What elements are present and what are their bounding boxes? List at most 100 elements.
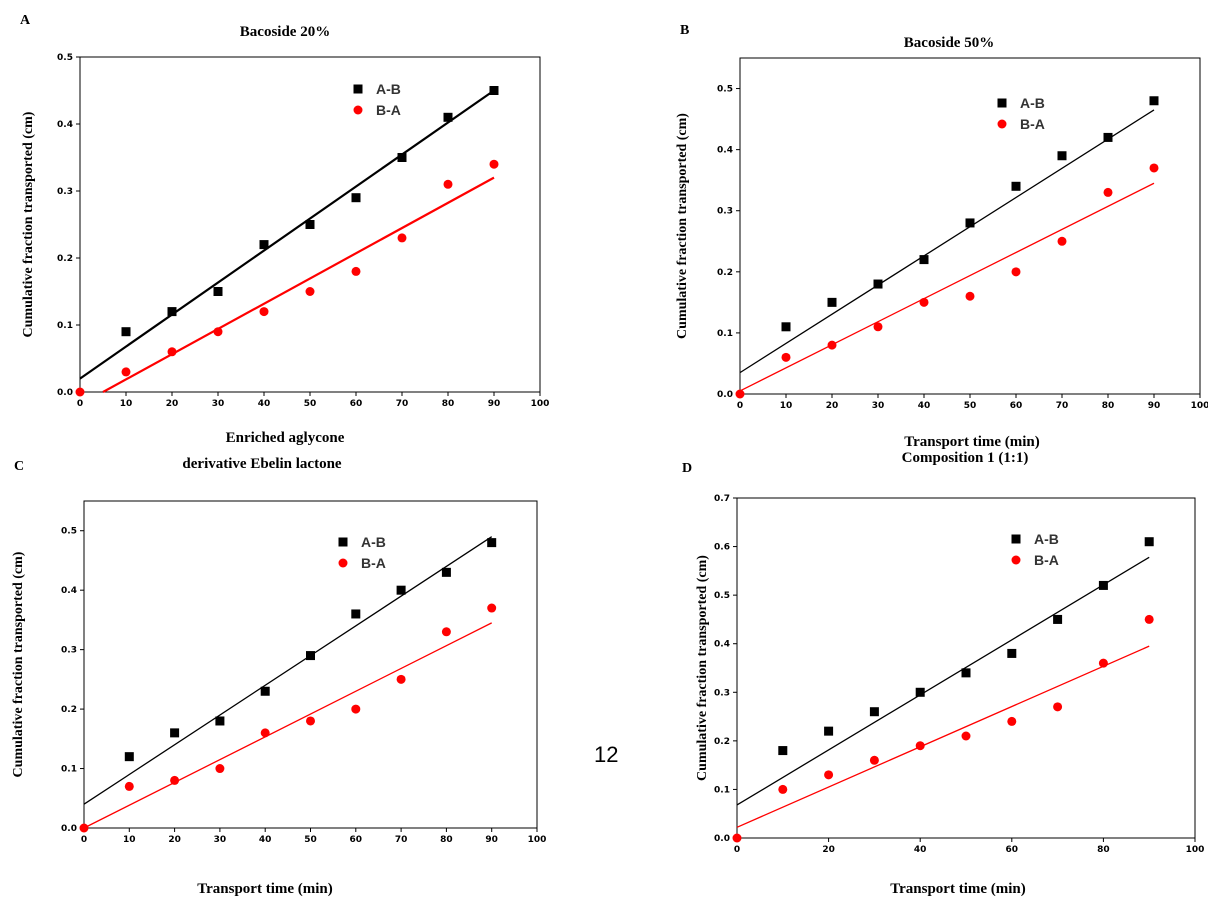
legend-marker <box>338 537 348 547</box>
legend-marker <box>997 98 1007 108</box>
data-point <box>1144 614 1154 624</box>
data-point <box>873 322 883 332</box>
y-tick-label: 0.7 <box>714 494 730 504</box>
data-point <box>124 781 134 791</box>
data-point <box>1149 96 1159 106</box>
legend-marker <box>353 84 363 94</box>
x-axis-label: Transport time (min) <box>890 881 1026 897</box>
x-tick-label: 20 <box>826 401 839 411</box>
data-point <box>824 726 834 736</box>
data-point <box>915 687 925 697</box>
x-tick-label: 10 <box>780 401 793 411</box>
data-point <box>781 322 791 332</box>
data-point <box>919 297 929 307</box>
legend-label: B-A <box>1020 116 1045 132</box>
data-point <box>487 603 497 613</box>
series-a-b <box>83 536 497 805</box>
x-tick-label: 80 <box>442 399 455 409</box>
y-tick-label: 0.2 <box>61 705 77 715</box>
y-axis-label: Cumulative fraction transported (cm) <box>21 111 36 337</box>
data-point <box>79 823 89 833</box>
fit-line <box>736 556 1150 806</box>
y-tick-label: 0.4 <box>57 120 73 130</box>
fit-line <box>102 176 495 393</box>
x-axis-label: Transport time (min) <box>904 434 1040 450</box>
x-tick-label: 90 <box>488 399 501 409</box>
legend: A-B B-A <box>997 95 1045 132</box>
y-tick-label: 0.4 <box>717 146 733 156</box>
y-tick-label: 0.5 <box>61 527 77 537</box>
data-point <box>1103 132 1113 142</box>
x-tick-label: 60 <box>1006 845 1019 855</box>
x-tick-label: 20 <box>168 835 181 845</box>
data-point <box>1011 181 1021 191</box>
data-point <box>170 775 180 785</box>
x-tick-label: 60 <box>1010 401 1023 411</box>
y-tick-label: 0.0 <box>61 824 77 834</box>
y-tick-label: 0.0 <box>57 388 73 398</box>
data-point <box>489 86 499 95</box>
y-tick-label: 0.1 <box>717 329 733 339</box>
data-point <box>965 218 975 228</box>
x-tick-label: 0 <box>81 835 87 845</box>
x-tick-label: 100 <box>528 835 547 845</box>
data-point <box>259 307 269 317</box>
x-tick-label: 40 <box>918 401 931 411</box>
y-tick-label: 0.3 <box>61 646 77 656</box>
x-tick-label: 80 <box>1097 845 1110 855</box>
x-tick-label: 50 <box>304 835 317 845</box>
y-tick-label: 0.6 <box>714 543 730 553</box>
chart-panel-b: B Bacoside 50% 0 10 20 30 40 50 60 70 80 90 100 0.0 0.… <box>675 23 1208 450</box>
data-point <box>781 352 791 362</box>
plot-frame <box>736 497 1196 839</box>
y-tick-label: 0.5 <box>717 85 733 95</box>
y-axis-label: Cumulative fraction transported (cm) <box>675 113 690 339</box>
chart-panel-d: D Composition 1 (1:1) 0 20 40 60 80 100 0.0 0.1 0.… <box>682 450 1204 897</box>
x-tick-label: 100 <box>1191 401 1208 411</box>
plot-frame <box>83 500 538 829</box>
x-tick-label: 0 <box>737 401 743 411</box>
data-point <box>215 716 225 726</box>
y-tick-label: 0.4 <box>61 586 77 596</box>
data-point <box>397 233 407 243</box>
data-point <box>121 327 131 337</box>
data-point <box>1149 163 1159 173</box>
data-point <box>961 731 971 741</box>
data-point <box>213 327 223 337</box>
x-tick-label: 40 <box>914 845 927 855</box>
y-tick-label: 0.2 <box>57 254 73 264</box>
data-point <box>351 609 361 619</box>
y-tick-label: 0.2 <box>717 268 733 278</box>
data-point <box>1053 614 1063 624</box>
panel-letter: D <box>682 461 692 476</box>
y-tick-label: 0.1 <box>57 321 73 331</box>
series-b-a <box>735 163 1159 399</box>
y-tick-label: 0.3 <box>717 207 733 217</box>
x-axis-label: Enriched aglycone <box>226 430 345 446</box>
y-axis-label: Cumulative fraction transported (cm) <box>695 555 710 781</box>
legend: A-B B-A <box>1011 531 1059 568</box>
chart-title: Composition 1 (1:1) <box>902 450 1029 466</box>
x-tick-label: 0 <box>77 399 83 409</box>
data-point <box>489 159 499 169</box>
data-point <box>167 347 177 357</box>
data-point <box>441 627 451 637</box>
x-tick-label: 40 <box>259 835 272 845</box>
data-point <box>167 307 177 317</box>
x-tick-label: 0 <box>734 845 740 855</box>
x-tick-label: 70 <box>395 835 408 845</box>
y-tick-label: 0.5 <box>57 53 73 63</box>
data-point <box>1098 580 1108 590</box>
legend-marker <box>1011 534 1021 544</box>
data-point <box>735 389 745 399</box>
series-a-b <box>739 96 1159 374</box>
data-point <box>1098 658 1108 668</box>
x-axis-label: Transport time (min) <box>197 881 333 897</box>
chart-title: Bacoside 50% <box>904 35 994 51</box>
data-point <box>1007 648 1017 658</box>
data-point <box>778 784 788 794</box>
data-point <box>260 728 270 738</box>
x-tick-label: 30 <box>214 835 227 845</box>
